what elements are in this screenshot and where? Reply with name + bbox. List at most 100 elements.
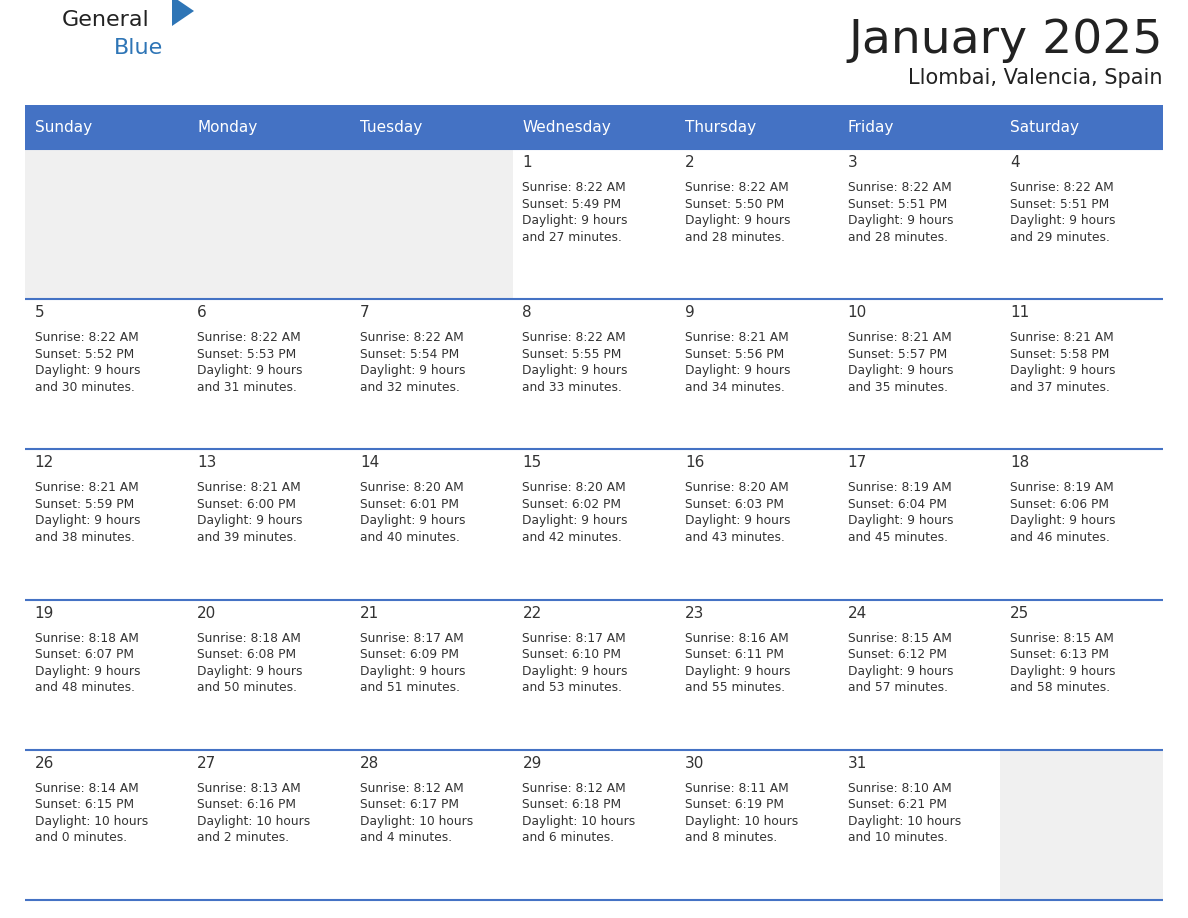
Text: and 46 minutes.: and 46 minutes.: [1010, 531, 1110, 543]
Text: Sunrise: 8:20 AM: Sunrise: 8:20 AM: [360, 481, 463, 495]
Text: and 8 minutes.: and 8 minutes.: [685, 832, 777, 845]
Text: and 53 minutes.: and 53 minutes.: [523, 681, 623, 694]
Text: 28: 28: [360, 756, 379, 771]
Text: 6: 6: [197, 305, 207, 320]
Text: Daylight: 9 hours: Daylight: 9 hours: [523, 665, 628, 677]
Text: Sunrise: 8:22 AM: Sunrise: 8:22 AM: [34, 331, 139, 344]
Bar: [675, 450, 838, 599]
Text: 25: 25: [1010, 606, 1030, 621]
Text: and 38 minutes.: and 38 minutes.: [34, 531, 134, 543]
Text: Daylight: 9 hours: Daylight: 9 hours: [685, 514, 790, 528]
Text: 20: 20: [197, 606, 216, 621]
Text: Daylight: 9 hours: Daylight: 9 hours: [685, 364, 790, 377]
Text: Sunrise: 8:22 AM: Sunrise: 8:22 AM: [847, 181, 952, 194]
Text: Daylight: 9 hours: Daylight: 9 hours: [847, 665, 953, 677]
Text: Sunrise: 8:22 AM: Sunrise: 8:22 AM: [523, 181, 626, 194]
Text: Daylight: 9 hours: Daylight: 9 hours: [685, 665, 790, 677]
Text: Daylight: 9 hours: Daylight: 9 hours: [360, 665, 466, 677]
Text: Sunset: 5:51 PM: Sunset: 5:51 PM: [847, 197, 947, 210]
Text: Sunset: 6:02 PM: Sunset: 6:02 PM: [523, 498, 621, 511]
Text: Daylight: 9 hours: Daylight: 9 hours: [34, 514, 140, 528]
Text: and 43 minutes.: and 43 minutes.: [685, 531, 785, 543]
Text: Sunrise: 8:22 AM: Sunrise: 8:22 AM: [685, 181, 789, 194]
Text: Sunset: 5:51 PM: Sunset: 5:51 PM: [1010, 197, 1110, 210]
Text: 22: 22: [523, 606, 542, 621]
Text: and 33 minutes.: and 33 minutes.: [523, 381, 623, 394]
Text: and 28 minutes.: and 28 minutes.: [685, 230, 785, 243]
Text: Sunset: 6:09 PM: Sunset: 6:09 PM: [360, 648, 459, 661]
Bar: [25, 105, 188, 149]
Text: Sunrise: 8:21 AM: Sunrise: 8:21 AM: [685, 331, 789, 344]
Text: Tuesday: Tuesday: [360, 119, 422, 135]
Bar: [513, 299, 675, 450]
Text: 12: 12: [34, 455, 53, 470]
Text: Daylight: 9 hours: Daylight: 9 hours: [523, 214, 628, 227]
Text: Daylight: 9 hours: Daylight: 9 hours: [1010, 514, 1116, 528]
Text: Sunset: 6:11 PM: Sunset: 6:11 PM: [685, 648, 784, 661]
Text: and 34 minutes.: and 34 minutes.: [685, 381, 785, 394]
Bar: [1000, 299, 1163, 450]
Text: Sunset: 5:55 PM: Sunset: 5:55 PM: [523, 348, 621, 361]
Text: and 37 minutes.: and 37 minutes.: [1010, 381, 1110, 394]
Text: Sunset: 6:16 PM: Sunset: 6:16 PM: [197, 799, 296, 812]
Text: Sunrise: 8:18 AM: Sunrise: 8:18 AM: [34, 632, 139, 644]
Text: Sunset: 6:19 PM: Sunset: 6:19 PM: [685, 799, 784, 812]
Text: Sunrise: 8:19 AM: Sunrise: 8:19 AM: [847, 481, 952, 495]
Text: Daylight: 9 hours: Daylight: 9 hours: [847, 364, 953, 377]
Text: 18: 18: [1010, 455, 1030, 470]
Text: 1: 1: [523, 155, 532, 170]
Bar: [1000, 149, 1163, 299]
Bar: [25, 599, 188, 750]
Bar: [838, 105, 1000, 149]
Text: Sunset: 6:12 PM: Sunset: 6:12 PM: [847, 648, 947, 661]
Bar: [350, 149, 513, 299]
Text: and 39 minutes.: and 39 minutes.: [197, 531, 297, 543]
Text: Daylight: 9 hours: Daylight: 9 hours: [360, 514, 466, 528]
Text: Sunrise: 8:17 AM: Sunrise: 8:17 AM: [523, 632, 626, 644]
Text: 11: 11: [1010, 305, 1030, 320]
Text: and 32 minutes.: and 32 minutes.: [360, 381, 460, 394]
Bar: [675, 750, 838, 900]
Text: and 29 minutes.: and 29 minutes.: [1010, 230, 1110, 243]
Text: Daylight: 10 hours: Daylight: 10 hours: [685, 815, 798, 828]
Text: Sunset: 5:49 PM: Sunset: 5:49 PM: [523, 197, 621, 210]
Bar: [675, 149, 838, 299]
Text: 31: 31: [847, 756, 867, 771]
Text: Sunset: 6:06 PM: Sunset: 6:06 PM: [1010, 498, 1110, 511]
Text: Blue: Blue: [114, 38, 163, 58]
Text: Sunset: 6:17 PM: Sunset: 6:17 PM: [360, 799, 459, 812]
Text: 8: 8: [523, 305, 532, 320]
Text: Daylight: 9 hours: Daylight: 9 hours: [360, 364, 466, 377]
Text: Daylight: 9 hours: Daylight: 9 hours: [523, 514, 628, 528]
Text: 27: 27: [197, 756, 216, 771]
Text: Sunrise: 8:22 AM: Sunrise: 8:22 AM: [1010, 181, 1114, 194]
Text: 4: 4: [1010, 155, 1019, 170]
Text: General: General: [62, 10, 150, 30]
Text: Sunrise: 8:16 AM: Sunrise: 8:16 AM: [685, 632, 789, 644]
Text: Daylight: 9 hours: Daylight: 9 hours: [523, 364, 628, 377]
Text: Sunset: 6:18 PM: Sunset: 6:18 PM: [523, 799, 621, 812]
Text: Daylight: 9 hours: Daylight: 9 hours: [847, 214, 953, 227]
Text: Sunrise: 8:20 AM: Sunrise: 8:20 AM: [685, 481, 789, 495]
Text: Daylight: 10 hours: Daylight: 10 hours: [523, 815, 636, 828]
Text: Sunset: 6:00 PM: Sunset: 6:00 PM: [197, 498, 296, 511]
Bar: [1000, 450, 1163, 599]
Text: Sunset: 5:54 PM: Sunset: 5:54 PM: [360, 348, 459, 361]
Text: 5: 5: [34, 305, 44, 320]
Text: Daylight: 9 hours: Daylight: 9 hours: [197, 514, 303, 528]
Text: Llombai, Valencia, Spain: Llombai, Valencia, Spain: [909, 68, 1163, 88]
Text: Sunset: 6:04 PM: Sunset: 6:04 PM: [847, 498, 947, 511]
Text: Sunset: 5:56 PM: Sunset: 5:56 PM: [685, 348, 784, 361]
Text: Sunset: 5:59 PM: Sunset: 5:59 PM: [34, 498, 134, 511]
Text: 15: 15: [523, 455, 542, 470]
Text: Sunrise: 8:18 AM: Sunrise: 8:18 AM: [197, 632, 302, 644]
Bar: [188, 599, 350, 750]
Text: Daylight: 9 hours: Daylight: 9 hours: [847, 514, 953, 528]
Text: Sunset: 5:57 PM: Sunset: 5:57 PM: [847, 348, 947, 361]
Bar: [675, 599, 838, 750]
Text: 19: 19: [34, 606, 55, 621]
Bar: [350, 450, 513, 599]
Text: and 57 minutes.: and 57 minutes.: [847, 681, 948, 694]
Text: Wednesday: Wednesday: [523, 119, 611, 135]
Text: Thursday: Thursday: [685, 119, 757, 135]
